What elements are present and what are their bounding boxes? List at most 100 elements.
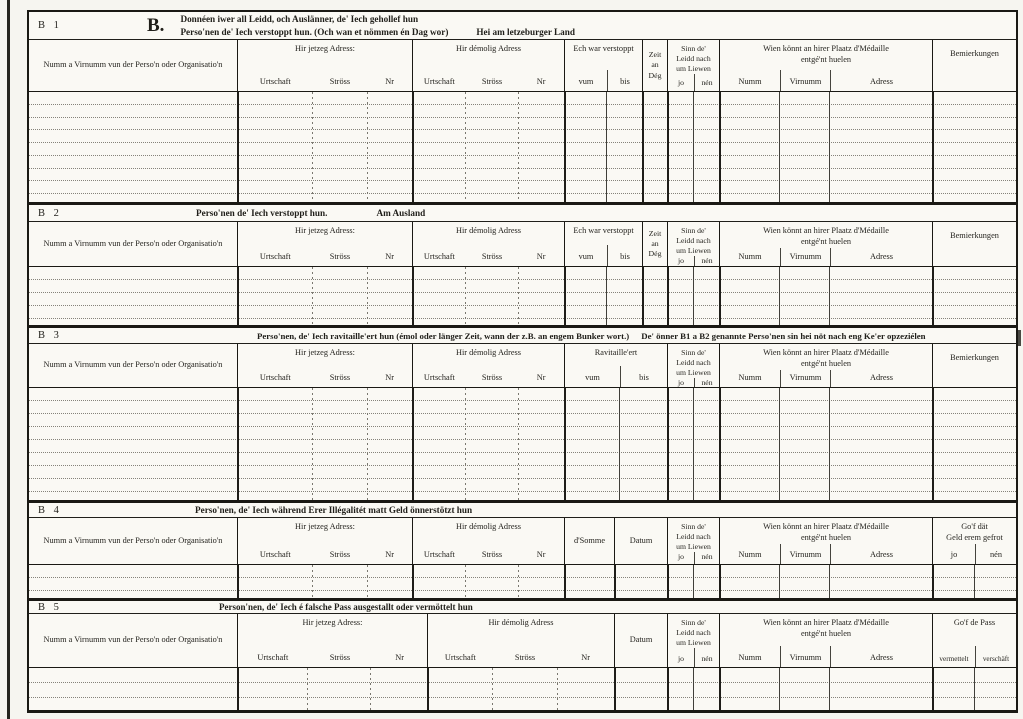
column-divider-line <box>564 92 566 202</box>
sub-nen: nén <box>694 74 719 91</box>
b4-col-name: Numm a Virnumm vun der Perso'n oder Orga… <box>43 535 223 545</box>
b4-titlebar: B 4 Perso'nen, de' Iech während Erer Ill… <box>29 503 1016 518</box>
b1-col-jetzeg-adress: Hir jetzeg Adress: Urtschaft Ströss Nr <box>237 40 412 91</box>
sub-jo: jo <box>678 256 684 265</box>
sub-nr: Nr <box>385 77 395 87</box>
column-divider-line <box>829 92 830 202</box>
column-divider-line <box>932 668 934 710</box>
b1-col-verstoppt: Ech war verstoppt vum bis <box>564 40 642 91</box>
sub-nr: Nr <box>536 252 546 262</box>
sub-adress: Adress <box>830 543 932 564</box>
column-divider-line <box>557 668 558 710</box>
column-divider-line <box>974 565 975 598</box>
sub-nen: nén <box>975 543 1016 564</box>
column-divider-line <box>829 565 830 598</box>
sub-adress: Adress <box>830 369 932 387</box>
b3-col-bemierkungen: Bemierkungen <box>932 344 1016 387</box>
sub-urtschaft: Urtschaft <box>259 550 291 560</box>
section-b5: B 5 Person'nen, de' Iech é falsche Pass … <box>29 598 1016 710</box>
column-divider-line <box>564 388 566 500</box>
sub-urtschaft: Urtschaft <box>259 77 291 87</box>
column-divider-line <box>667 388 669 500</box>
ruled-blank-line <box>29 306 1016 319</box>
sub-jo: jo <box>678 78 684 87</box>
sub-nr: Nr <box>536 77 546 87</box>
column-divider-line <box>367 565 368 598</box>
b5-col-sinn: Sinn de' Leidd nach um Liewen jo nén <box>667 614 719 667</box>
b4-column-headers: Numm a Virnumm vun der Perso'n oder Orga… <box>29 518 1016 565</box>
sub-jo: jo <box>678 654 684 663</box>
ruled-blank-line <box>29 293 1016 306</box>
sub-adress: Adress <box>830 646 932 667</box>
column-divider-line <box>312 565 313 598</box>
sub-urtschaft: Urtschaft <box>259 252 291 262</box>
column-divider-line <box>606 92 607 202</box>
ruled-blank-line <box>29 578 1016 591</box>
b1-col-wien: Wien könnt an hirer Plaatz d'Médaille en… <box>719 40 932 91</box>
sub-urtschaft: Urtschaft <box>423 252 455 262</box>
column-divider-line <box>427 668 429 710</box>
sub-stross: Ströss <box>481 550 503 560</box>
sub-nr: Nr <box>581 653 591 663</box>
column-divider-line <box>779 92 780 202</box>
column-divider-line <box>719 267 721 325</box>
b2-col-sinn: Sinn de' Leidd nach um Liewen jo nén <box>667 222 719 266</box>
column-divider-line <box>719 668 721 710</box>
ruled-blank-line <box>29 453 1016 466</box>
sub-stross: Ströss <box>329 550 351 560</box>
sub-numm: Numm <box>738 77 762 87</box>
sub-vermettelt: vermettelt <box>939 654 969 663</box>
sub-numm: Numm <box>738 653 762 663</box>
column-divider-line <box>932 267 934 325</box>
column-divider-line <box>932 388 934 500</box>
sub-urtschaft: Urtschaft <box>423 373 455 383</box>
ruled-blank-line <box>29 440 1016 453</box>
ruled-blank-line <box>29 427 1016 440</box>
column-divider-line <box>312 388 313 500</box>
sub-stross: Ströss <box>329 653 351 663</box>
b1-col-name: Numm a Virnumm vun der Perso'n oder Orga… <box>43 60 223 70</box>
column-divider-line <box>412 267 414 325</box>
b5-col-name: Numm a Virnumm vun der Perso'n oder Orga… <box>43 635 223 645</box>
column-divider-line <box>693 668 694 710</box>
ruled-blank-line <box>29 479 1016 492</box>
column-divider-line <box>974 668 975 710</box>
sub-urtschaft: Urtschaft <box>444 653 476 663</box>
sub-nen: nén <box>694 378 719 387</box>
ruled-blank-line <box>29 267 1016 280</box>
sub-vum: vum <box>585 373 600 383</box>
column-divider-line <box>237 565 239 598</box>
b1-titlebar: B 1 B. Donnéen iwer all Leidd, och Auslä… <box>29 12 1016 40</box>
sub-nr: Nr <box>385 373 395 383</box>
column-divider-line <box>693 267 694 325</box>
sub-nr: Nr <box>536 550 546 560</box>
sub-nen: nén <box>694 552 719 564</box>
column-divider-line <box>693 388 694 500</box>
column-divider-line <box>412 565 414 598</box>
b4-col-sinn: Sinn de' Leidd nach um Liewen jo nén <box>667 518 719 564</box>
sub-stross: Ströss <box>329 77 351 87</box>
column-divider-line <box>518 92 519 202</box>
b3-col-name: Numm a Virnumm vun der Perso'n oder Orga… <box>43 360 223 370</box>
scan-margin-artifact <box>1018 330 1021 346</box>
b4-col-demolig-adress: Hir démolig Adress Urtschaft Ströss Nr <box>412 518 564 564</box>
form-b-table: B 1 B. Donnéen iwer all Leidd, och Auslä… <box>27 10 1018 713</box>
column-divider-line <box>370 668 371 710</box>
sub-bis: bis <box>607 245 642 266</box>
b1-title-line1: Donnéen iwer all Leidd, och Auslänner, d… <box>180 14 419 25</box>
b4-section-id: B 4 <box>38 504 62 516</box>
column-divider-line <box>367 267 368 325</box>
scan-edge-artifact <box>7 0 10 719</box>
sub-jo: jo <box>678 378 684 387</box>
column-divider-line <box>719 565 721 598</box>
sub-adress: Adress <box>830 247 932 266</box>
ruled-blank-line <box>29 130 1016 143</box>
b4-col-datum: Datum <box>614 518 667 564</box>
b3-col-wien: Wien könnt an hirer Plaatz d'Médaille en… <box>719 344 932 387</box>
column-divider-line <box>719 388 721 500</box>
column-divider-line <box>237 668 239 710</box>
column-divider-line <box>564 565 566 598</box>
b1-blank-rows <box>29 92 1016 202</box>
sub-virnumm: Virnumm <box>780 369 830 387</box>
